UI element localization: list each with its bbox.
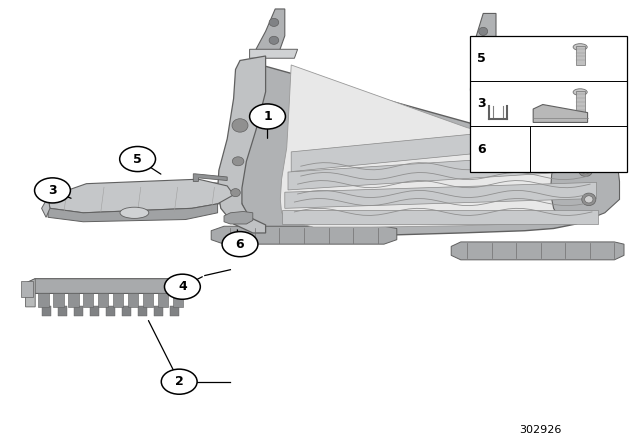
Polygon shape (280, 65, 598, 227)
Circle shape (35, 178, 70, 203)
Bar (122, 306, 131, 316)
Bar (98, 293, 108, 307)
Polygon shape (26, 279, 186, 293)
Circle shape (164, 274, 200, 299)
Text: 1: 1 (263, 110, 272, 123)
Text: 5: 5 (477, 52, 486, 65)
Bar (158, 293, 168, 307)
Ellipse shape (582, 167, 590, 174)
Bar (38, 293, 49, 307)
Ellipse shape (232, 157, 244, 166)
Polygon shape (182, 181, 234, 204)
Bar (21, 281, 33, 297)
Polygon shape (550, 141, 620, 224)
Text: 302926: 302926 (520, 426, 562, 435)
Bar (74, 306, 83, 316)
Bar (90, 306, 99, 316)
Text: 3: 3 (48, 184, 57, 197)
Bar (173, 293, 183, 307)
Text: 4: 4 (178, 280, 187, 293)
Text: 3: 3 (477, 97, 485, 110)
Circle shape (120, 146, 156, 172)
Text: 2: 2 (175, 375, 184, 388)
Polygon shape (211, 226, 397, 244)
Polygon shape (282, 210, 598, 224)
Bar (170, 306, 179, 316)
Ellipse shape (120, 207, 149, 218)
Bar (128, 293, 138, 307)
Polygon shape (288, 152, 595, 190)
Polygon shape (48, 204, 218, 222)
Ellipse shape (232, 119, 248, 132)
Ellipse shape (479, 27, 488, 35)
Bar (83, 293, 93, 307)
Polygon shape (250, 49, 298, 58)
Polygon shape (193, 174, 227, 181)
Ellipse shape (573, 44, 588, 51)
Bar (68, 293, 79, 307)
Ellipse shape (269, 18, 279, 26)
Bar (113, 293, 124, 307)
Ellipse shape (479, 50, 488, 58)
Ellipse shape (579, 164, 593, 177)
Bar (576, 46, 585, 65)
Text: 5: 5 (133, 152, 142, 166)
Polygon shape (291, 122, 593, 172)
Bar (58, 306, 67, 316)
Circle shape (222, 232, 258, 257)
Circle shape (161, 369, 197, 394)
Polygon shape (240, 63, 608, 235)
Ellipse shape (479, 77, 488, 85)
Bar (42, 306, 51, 316)
Bar (576, 91, 585, 115)
Polygon shape (42, 197, 50, 217)
Polygon shape (285, 182, 596, 208)
Bar (106, 306, 115, 316)
Polygon shape (533, 104, 588, 122)
Ellipse shape (573, 89, 588, 95)
Bar (53, 293, 63, 307)
Polygon shape (224, 211, 253, 224)
Polygon shape (218, 56, 266, 233)
Ellipse shape (269, 36, 279, 44)
Bar (470, 36, 627, 172)
Polygon shape (48, 179, 234, 213)
Text: 6: 6 (236, 237, 244, 251)
Polygon shape (26, 279, 35, 307)
Polygon shape (256, 9, 285, 54)
Ellipse shape (582, 193, 596, 206)
Bar (143, 293, 153, 307)
Bar (138, 306, 147, 316)
Text: 6: 6 (477, 143, 485, 156)
Circle shape (250, 104, 285, 129)
Ellipse shape (230, 189, 241, 197)
Bar (154, 306, 163, 316)
Polygon shape (470, 13, 496, 125)
Polygon shape (451, 242, 624, 260)
Ellipse shape (585, 196, 593, 203)
